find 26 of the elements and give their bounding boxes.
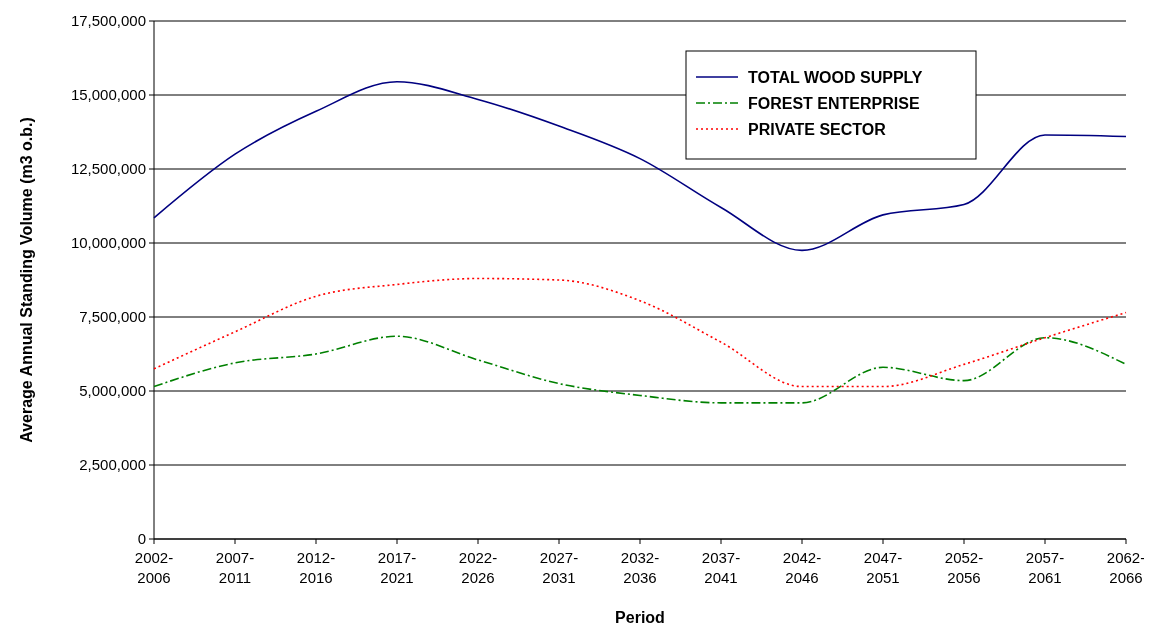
x-tick-label: 2047-2051 <box>863 549 903 586</box>
x-tick-label: 2057-2061 <box>1025 549 1065 586</box>
x-axis-title: Period <box>615 609 665 626</box>
x-tick-label: 2042-2046 <box>782 549 822 586</box>
y-tick-label: 0 <box>137 530 146 548</box>
x-tick-label: 2007-2011 <box>215 549 255 586</box>
x-tick-label: 2027-2031 <box>539 549 579 586</box>
legend-label: FOREST ENTERPRISE <box>748 94 920 112</box>
y-tick-label: 7,500,000 <box>79 308 146 326</box>
legend-label: PRIVATE SECTOR <box>748 120 887 138</box>
x-tick-label: 2032-2036 <box>620 549 660 586</box>
y-tick-label: 12,500,000 <box>70 160 146 178</box>
x-tick-label: 2017-2021 <box>377 549 417 586</box>
y-axis-title: Average Annual Standing Volume (m3 o.b.) <box>18 117 35 443</box>
x-tick-label: 2002-2006 <box>134 549 174 586</box>
legend-label: TOTAL WOOD SUPPLY <box>748 68 923 86</box>
x-tick-label: 2052-2056 <box>944 549 984 586</box>
y-tick-label: 5,000,000 <box>79 382 146 400</box>
x-tick-label: 2037-2041 <box>701 549 741 586</box>
y-tick-label: 2,500,000 <box>79 456 146 474</box>
y-tick-label: 17,500,000 <box>70 12 146 30</box>
x-tick-label: 2062-2066 <box>1106 549 1146 586</box>
x-tick-label: 2022-2026 <box>458 549 498 586</box>
x-tick-label: 2012-2016 <box>296 549 336 586</box>
y-tick-label: 15,000,000 <box>70 86 146 104</box>
y-tick-label: 10,000,000 <box>70 234 146 252</box>
